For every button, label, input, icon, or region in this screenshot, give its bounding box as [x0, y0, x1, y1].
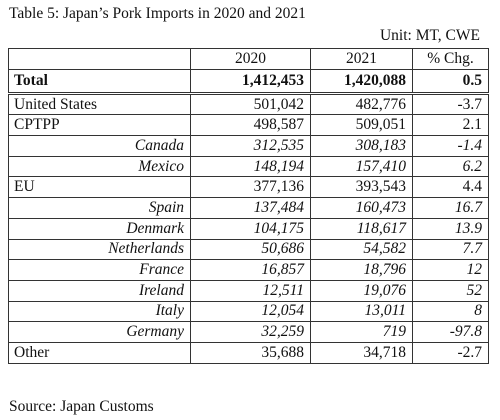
value-2020: 12,511: [190, 279, 311, 302]
value-2020: 12,054: [190, 300, 311, 323]
header-row: 2020 2021 % Chg.: [8, 48, 489, 70]
unit-label: Unit: MT, CWE: [379, 27, 480, 44]
row-label: Other: [8, 341, 191, 364]
header-cell-label: [8, 48, 191, 70]
row-label: Ireland: [8, 279, 191, 302]
value-2020: 501,042: [190, 91, 311, 116]
value-2020: 137,484: [190, 197, 311, 219]
table-row: Mexico 148,194 157,410 6.2: [8, 155, 489, 178]
table-row: Netherlands 50,686 54,582 7.7: [8, 238, 489, 261]
table-row: France 16,857 18,796 12: [8, 259, 489, 281]
value-change: 13.9: [412, 217, 489, 240]
table-row: Other 35,688 34,718 -2.7: [8, 341, 489, 364]
value-2020: 16,857: [190, 259, 311, 281]
row-label: CPTPP: [8, 114, 191, 137]
row-label: Netherlands: [8, 238, 191, 261]
header-cell-2021: 2021: [310, 48, 413, 70]
value-2021: 482,776: [310, 91, 413, 116]
row-label: Denmark: [8, 217, 191, 240]
table-row: Denmark 104,175 118,617 13.9: [8, 217, 489, 240]
value-change: 2.1: [412, 114, 489, 137]
value-2020: 104,175: [190, 217, 311, 240]
header-cell-change: % Chg.: [412, 48, 489, 70]
row-label: Mexico: [8, 155, 191, 178]
value-change: 12: [412, 259, 489, 281]
value-change: 0.5: [412, 68, 489, 94]
pork-imports-table: 2020 2021 % Chg. Total 1,412,453 1,420,088…: [8, 48, 489, 364]
table-row: United States 501,042 482,776 -3.7: [8, 91, 489, 116]
value-2021: 118,617: [310, 217, 413, 240]
value-change: -1.4: [412, 135, 489, 157]
value-2021: 34,718: [310, 341, 413, 364]
value-2021: 13,011: [310, 300, 413, 323]
table-row: Germany 32,259 719 -97.8: [8, 321, 489, 343]
value-2021: 509,051: [310, 114, 413, 137]
row-label: Germany: [8, 321, 191, 343]
value-2021: 308,183: [310, 135, 413, 157]
value-2020: 32,259: [190, 321, 311, 343]
value-2021: 19,076: [310, 279, 413, 302]
row-label: United States: [8, 91, 191, 116]
header-cell-2020: 2020: [190, 48, 311, 70]
value-change: 4.4: [412, 176, 489, 199]
value-2021: 393,543: [310, 176, 413, 199]
row-label: Total: [8, 68, 191, 94]
value-2020: 377,136: [190, 176, 311, 199]
value-2021: 719: [310, 321, 413, 343]
value-2020: 148,194: [190, 155, 311, 178]
table-body: Total 1,412,453 1,420,088 0.5 United States 5…: [8, 68, 489, 364]
value-change: 6.2: [412, 155, 489, 178]
value-change: 52: [412, 279, 489, 302]
value-change: 8: [412, 300, 489, 323]
table-row: Canada 312,535 308,183 -1.4: [8, 135, 489, 157]
value-2020: 312,535: [190, 135, 311, 157]
row-label: EU: [8, 176, 191, 199]
value-change: 7.7: [412, 238, 489, 261]
table-row: CPTPP 498,587 509,051 2.1: [8, 114, 489, 137]
row-label: Italy: [8, 300, 191, 323]
value-2020: 50,686: [190, 238, 311, 261]
table-row: EU 377,136 393,543 4.4: [8, 176, 489, 199]
table-title: Table 5: Japan’s Pork Imports in 2020 an…: [9, 5, 306, 22]
source-note: Source: Japan Customs: [9, 398, 154, 415]
value-2021: 1,420,088: [310, 68, 413, 94]
value-change: -97.8: [412, 321, 489, 343]
value-2020: 1,412,453: [190, 68, 311, 94]
row-label: Spain: [8, 197, 191, 219]
table-row: Italy 12,054 13,011 8: [8, 300, 489, 323]
value-2020: 498,587: [190, 114, 311, 137]
value-2021: 18,796: [310, 259, 413, 281]
value-change: -3.7: [412, 91, 489, 116]
value-2021: 160,473: [310, 197, 413, 219]
row-label: France: [8, 259, 191, 281]
table-row: Total 1,412,453 1,420,088 0.5: [8, 68, 489, 94]
value-2021: 54,582: [310, 238, 413, 261]
value-2020: 35,688: [190, 341, 311, 364]
value-2021: 157,410: [310, 155, 413, 178]
table-row: Ireland 12,511 19,076 52: [8, 279, 489, 302]
value-change: -2.7: [412, 341, 489, 364]
table-row: Spain 137,484 160,473 16.7: [8, 197, 489, 219]
row-label: Canada: [8, 135, 191, 157]
value-change: 16.7: [412, 197, 489, 219]
